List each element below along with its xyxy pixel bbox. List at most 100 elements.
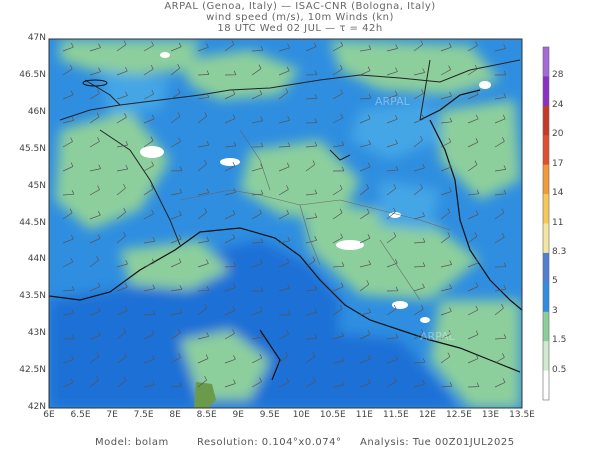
wind-barb-flag bbox=[287, 116, 291, 121]
wind-barb-flag bbox=[151, 89, 155, 95]
wind-barb-flag bbox=[259, 306, 263, 312]
colorbar-label: 1.5 bbox=[552, 335, 567, 346]
wind-barb bbox=[359, 118, 371, 124]
wind-barb-flag bbox=[98, 331, 101, 336]
colorbar-label: 14 bbox=[552, 188, 564, 199]
wind-barb-flag bbox=[503, 334, 507, 339]
wind-barb bbox=[494, 288, 506, 292]
colorbar-segment bbox=[543, 164, 549, 195]
wind-barb bbox=[332, 45, 343, 52]
wind-barb bbox=[197, 115, 207, 124]
wind-barb bbox=[224, 93, 236, 100]
lon-label: 10E bbox=[292, 410, 310, 420]
wind-barb-flag bbox=[151, 209, 154, 214]
title-line-3: 18 UTC Wed 02 JUL — τ = 42h bbox=[217, 23, 383, 34]
wind-barb-flag bbox=[367, 114, 371, 119]
wind-barb-flag bbox=[70, 43, 74, 48]
wind-barb bbox=[170, 262, 182, 268]
wind-barb bbox=[440, 191, 452, 196]
wind-barb bbox=[251, 49, 264, 52]
wind-barb-flag bbox=[395, 67, 398, 72]
wind-barb bbox=[467, 94, 479, 100]
wind-barb-flag bbox=[125, 140, 129, 146]
green-patch-north bbox=[60, 40, 200, 75]
wind-barb bbox=[251, 336, 263, 340]
wind-barb bbox=[359, 70, 371, 76]
wind-barb bbox=[386, 359, 398, 364]
wind-barb-flag bbox=[70, 257, 74, 263]
wind-barb-flag bbox=[96, 255, 99, 261]
wind-barb bbox=[467, 236, 478, 244]
wind-barb bbox=[494, 96, 506, 100]
wind-barb-flag bbox=[393, 207, 396, 213]
wind-barb bbox=[143, 384, 155, 388]
wind-barb-flag bbox=[151, 258, 155, 263]
wind-barb-flag bbox=[339, 64, 343, 70]
wind-barb-flag bbox=[503, 189, 507, 194]
wind-barb-flag bbox=[152, 236, 156, 242]
lon-label: 8.5E bbox=[196, 410, 217, 420]
wind-barb bbox=[224, 333, 235, 340]
wind-barb bbox=[89, 238, 101, 244]
ligurian-sea-field bbox=[49, 240, 340, 408]
colorbar-segment bbox=[543, 223, 549, 254]
lon-label: 6E bbox=[43, 410, 55, 420]
wind-barb bbox=[467, 45, 478, 52]
wind-barb-flag bbox=[204, 112, 208, 117]
wind-barb-flag bbox=[422, 262, 426, 267]
wind-barb-flag bbox=[368, 45, 372, 50]
wind-barb bbox=[440, 95, 452, 100]
wind-barb-flag bbox=[287, 43, 290, 49]
wind-barb bbox=[143, 358, 155, 364]
wind-barb bbox=[413, 72, 425, 76]
wind-barb bbox=[62, 46, 74, 52]
wind-barb-flag bbox=[287, 236, 291, 241]
wind-barb-flag bbox=[150, 136, 154, 141]
lat-label: 42N bbox=[27, 402, 46, 412]
wind-barb-flag bbox=[232, 162, 236, 167]
wind-barb bbox=[197, 96, 209, 100]
wind-barb-flag bbox=[421, 89, 424, 94]
wind-barb bbox=[467, 286, 479, 292]
wind-barb-flag bbox=[204, 375, 207, 381]
wind-barb bbox=[467, 334, 479, 340]
wind-barb bbox=[224, 265, 237, 268]
wind-barb bbox=[251, 213, 262, 220]
wind-barb-flag bbox=[422, 237, 426, 243]
wind-barb bbox=[467, 262, 479, 268]
wind-barb bbox=[494, 118, 506, 124]
wind-barb bbox=[440, 69, 451, 76]
wind-barb bbox=[332, 360, 344, 364]
wind-barb-flag bbox=[260, 189, 264, 195]
green-patch-center bbox=[240, 140, 360, 220]
wind-barb-flag bbox=[71, 309, 75, 314]
wind-barb-flag bbox=[258, 64, 262, 69]
wind-barb-flag bbox=[340, 113, 344, 119]
lon-label: 12.5E bbox=[446, 410, 472, 420]
wind-barb bbox=[224, 287, 236, 292]
wind-barb-flag bbox=[395, 333, 399, 338]
wind-barbs bbox=[62, 40, 507, 388]
wind-barb bbox=[305, 46, 317, 52]
wind-barb bbox=[413, 308, 424, 316]
wind-barb-flag bbox=[474, 232, 478, 237]
lon-label: 10.5E bbox=[319, 410, 346, 420]
wind-barb-flag bbox=[233, 262, 237, 267]
wind-barb bbox=[197, 379, 207, 388]
wind-barb bbox=[251, 167, 263, 172]
wind-barb-flag bbox=[341, 140, 345, 146]
wind-barb bbox=[359, 187, 369, 196]
wind-barb bbox=[251, 357, 262, 364]
wind-barb bbox=[170, 214, 182, 220]
wind-barb bbox=[305, 239, 317, 244]
wind-barb-flag bbox=[124, 66, 128, 72]
wind-barb bbox=[170, 312, 182, 316]
wind-barb bbox=[116, 263, 128, 268]
wind-barb bbox=[278, 381, 290, 388]
wind-barb bbox=[143, 213, 154, 220]
wind-barb bbox=[89, 71, 101, 76]
wind-barb-flag bbox=[367, 66, 371, 71]
wind-barb bbox=[413, 361, 426, 364]
wind-barb-flag bbox=[70, 137, 73, 142]
wind-barb-flag bbox=[395, 139, 398, 144]
